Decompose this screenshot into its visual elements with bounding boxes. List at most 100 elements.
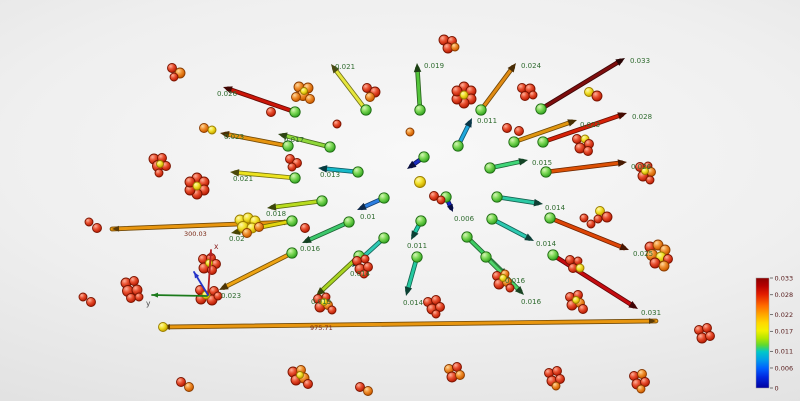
colorbar-legend: 0.033 0.028 0.022 0.017 0.011 0.006 0 (755, 274, 794, 392)
molecule-atom (86, 297, 96, 307)
molecule-atom (254, 222, 264, 232)
molecule-atom (363, 262, 373, 272)
displacement-arrow (544, 161, 624, 174)
displacement-arrow (233, 171, 297, 180)
displacement-arrowhead (413, 63, 422, 73)
displacement-arrowhead (628, 300, 638, 309)
arrow-base-sphere (289, 106, 301, 118)
molecule-atom (514, 126, 524, 136)
molecule-atom (184, 382, 194, 392)
displacement-arrow (495, 195, 540, 205)
arrow-base-sphere (418, 151, 430, 163)
displacement-arrowhead (507, 63, 516, 73)
molecule-atom (450, 42, 460, 52)
arrow-base-sphere (286, 247, 298, 259)
arrow-label: 0.028 (632, 113, 652, 121)
arrow-base-sphere (378, 192, 390, 204)
arrow-base-sphere (484, 162, 496, 174)
molecule-atom (429, 191, 439, 201)
molecule-atom (156, 160, 164, 168)
displacement-arrowhead (617, 112, 627, 120)
molecule-atom (586, 219, 596, 229)
arrow-label: 0.031 (641, 309, 661, 317)
axis-y (151, 294, 208, 297)
displacement-arrowhead (357, 202, 367, 210)
arrow-base-sphere (537, 136, 549, 148)
molecule-atom (505, 283, 515, 293)
colorbar-tick-label: 0.028 (775, 291, 794, 299)
molecule-atom (266, 107, 276, 117)
measurement-label: 975.71 (310, 324, 333, 332)
displacement-arrowhead (219, 282, 229, 290)
molecule-atom (435, 302, 445, 312)
arrow-base-sphere (316, 195, 328, 207)
molecule-atom (641, 167, 649, 175)
arrow-base-sphere (282, 140, 294, 152)
molecule-atom (583, 146, 593, 156)
arrow-base-sphere (324, 141, 336, 153)
colorbar-tick-label: 0.011 (775, 348, 794, 356)
arrow-label: 0.006 (454, 215, 475, 223)
arrow-label: 0.011 (477, 117, 497, 125)
displacement-arrow (490, 217, 531, 240)
molecule-atom (355, 382, 365, 392)
arrow-label: 0.014 (545, 204, 566, 212)
molecule-atom (436, 195, 446, 205)
measurement-arrowhead (648, 318, 656, 325)
arrow-label: 0.014 (536, 240, 557, 248)
arrow-base-sphere (480, 251, 492, 263)
displacement-arrow (539, 59, 622, 111)
molecule-atom (431, 309, 441, 319)
displacement-arrowhead (411, 230, 419, 240)
axis-x (207, 249, 212, 296)
molecule-atom (300, 223, 310, 233)
axis-z-arrowhead (194, 272, 200, 279)
displacement-arrowhead (514, 285, 524, 295)
arrow-base-sphere (415, 215, 427, 227)
molecule-atom (320, 298, 328, 306)
molecule-atom (199, 123, 209, 133)
molecule-atom (649, 257, 661, 269)
displacement-arrowhead (404, 286, 413, 296)
axis-y-arrowhead (152, 292, 159, 298)
molecule-atom (213, 291, 223, 301)
colorbar-tick-label: 0.033 (775, 274, 794, 282)
arrow-base-sphere (286, 215, 298, 227)
molecule-clusters-layer (78, 34, 715, 396)
displacement-arrowhead (278, 132, 288, 140)
molecule-atom (360, 254, 370, 264)
arrow-label: 0.026 (217, 90, 238, 98)
molecule-atom (705, 331, 715, 341)
displacement-arrow (551, 253, 635, 308)
arrow-base-sphere (360, 104, 372, 116)
molecule-atom (575, 263, 585, 273)
colorbar-tick-label: 0 (775, 384, 779, 392)
arrow-base-sphere (535, 103, 547, 115)
molecule-atom (578, 304, 588, 314)
molecule-atom (405, 127, 415, 137)
molecule-atom (154, 168, 164, 178)
arrow-base-sphere (491, 191, 503, 203)
arrow-label: 0.024 (521, 62, 542, 70)
molecule-atom (242, 228, 252, 238)
displacement-arrow (270, 199, 324, 209)
arrow-label: 0.018 (266, 210, 286, 218)
arrow-base-sphere (411, 251, 423, 263)
arrow-label: 0.023 (224, 133, 244, 141)
molecule-atom (601, 211, 613, 223)
axis-label-x: x (214, 242, 219, 251)
displacement-arrowhead (318, 165, 328, 173)
displacement-arrowhead (567, 119, 577, 127)
colorbar-gradient (755, 277, 770, 389)
arrow-label: 0.016 (300, 245, 321, 253)
molecule-atom (300, 87, 308, 95)
molecule-atom (207, 125, 217, 135)
displacement-arrow (541, 113, 624, 144)
displacement-arrowhead (615, 58, 625, 66)
colorbar-tick-label: 0.006 (775, 364, 794, 372)
displacement-arrow (548, 216, 626, 250)
arrow-base-sphere (547, 249, 559, 261)
arrow-label: 0.016 (521, 298, 542, 306)
